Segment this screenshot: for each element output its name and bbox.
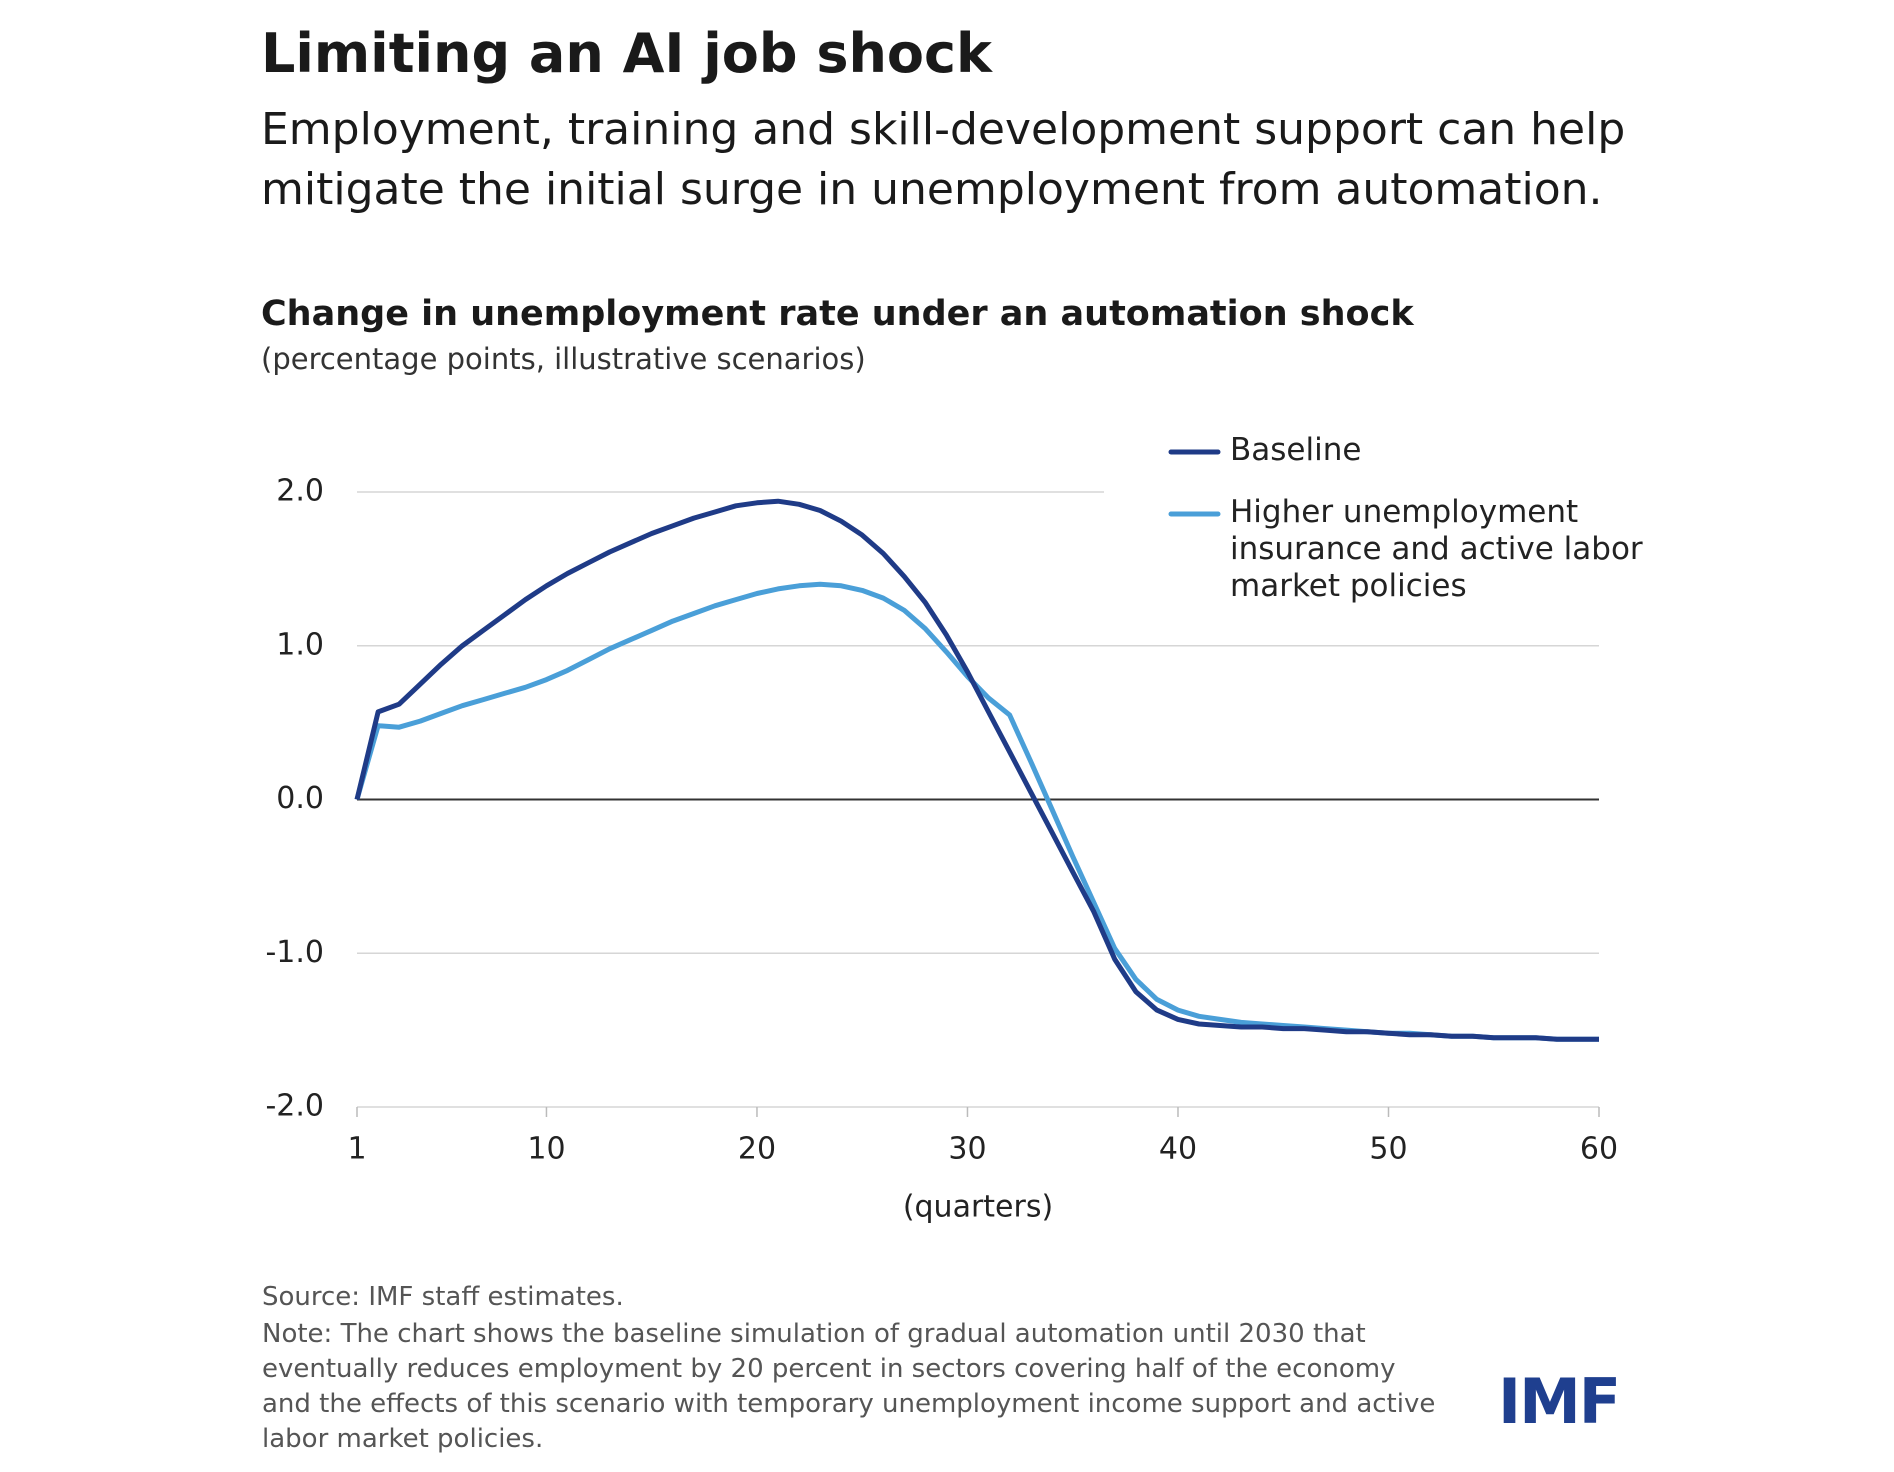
x-tick-label: 20 [738,1132,776,1167]
y-tick-label: 1.0 [276,627,324,662]
y-tick-label: -2.0 [265,1089,324,1124]
source: Source: IMF staff estimates. [262,1282,624,1312]
x-axis-label: (quarters) [903,1190,1053,1225]
y-tick-label: -1.0 [265,935,324,970]
subtitle: Employment, training and skill-developme… [261,104,1626,215]
legend-label: Baseline [1230,432,1362,468]
y-tick-label: 2.0 [276,474,324,509]
chart-subtitle: (percentage points, illustrative scenari… [261,342,866,376]
x-tick-label: 50 [1369,1132,1407,1167]
x-tick-label: 10 [527,1132,565,1167]
x-tick-label: 60 [1580,1132,1618,1167]
logo: IMF [1498,1365,1621,1438]
x-tick-label: 1 [347,1132,366,1167]
y-tick-label: 0.0 [276,781,324,816]
note: Note: The chart shows the baseline simul… [262,1319,1436,1454]
x-tick-label: 30 [948,1132,986,1167]
x-tick-label: 40 [1159,1132,1197,1167]
title: Limiting an AI job shock [261,22,992,85]
series-line [354,581,1599,1042]
chart-title: Change in unemployment rate under an aut… [261,294,1414,334]
series-line [354,498,1599,1042]
legend-label: Higher unemployment insurance and active… [1230,494,1643,604]
